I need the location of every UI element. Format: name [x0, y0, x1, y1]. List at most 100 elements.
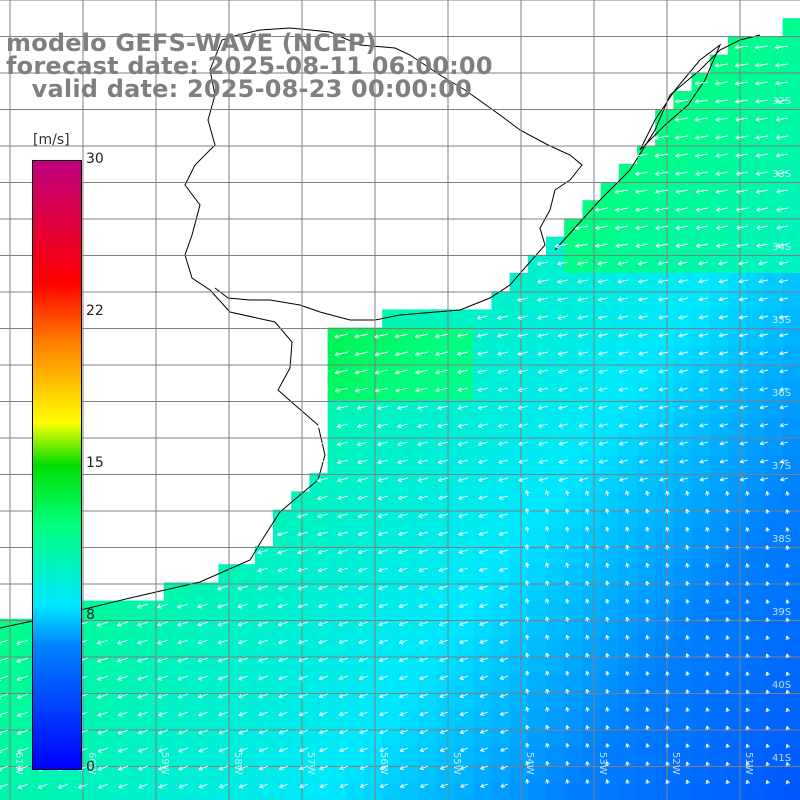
wind-speed-cell	[618, 728, 638, 747]
wind-speed-cell	[546, 291, 565, 310]
wind-speed-cell	[618, 200, 638, 219]
wind-arrow	[765, 707, 771, 713]
wind-speed-cell	[655, 637, 674, 656]
wind-arrow	[278, 747, 289, 753]
wind-speed-cell	[746, 728, 765, 747]
wind-speed-cell	[655, 436, 674, 456]
wind-arrow	[618, 369, 629, 374]
wind-arrow	[698, 351, 709, 356]
wind-speed-cell	[764, 91, 784, 110]
wind-speed-cell	[491, 582, 511, 602]
wind-arrow	[439, 693, 449, 698]
wind-arrow	[659, 459, 669, 464]
wind-speed-cell	[564, 691, 583, 711]
wind-arrow	[745, 689, 750, 695]
wind-arrow	[339, 765, 349, 771]
wind-speed-cell	[436, 309, 456, 329]
wind-arrow	[399, 693, 409, 699]
wind-speed-cell	[455, 455, 474, 474]
wind-speed-cell	[254, 728, 274, 747]
wind-speed-cell	[327, 782, 347, 800]
wind-arrow	[97, 711, 109, 717]
wind-speed-cell	[527, 491, 547, 511]
wind-arrow	[238, 747, 249, 753]
wind-arrow	[745, 653, 750, 659]
wind-arrow	[379, 747, 389, 753]
wind-arrow	[665, 635, 670, 641]
wind-speed-cell	[109, 618, 128, 638]
wind-arrow	[298, 729, 309, 735]
coastline-north	[554, 34, 761, 251]
wind-arrow	[318, 603, 329, 609]
wind-speed-cell	[473, 382, 492, 401]
wind-arrow	[557, 261, 569, 266]
wind-arrow	[715, 189, 729, 194]
wind-speed-cell	[582, 764, 602, 784]
wind-arrow	[457, 369, 469, 375]
wind-speed-cell	[746, 273, 765, 292]
wind-arrow	[459, 639, 469, 644]
wind-arrow	[334, 387, 349, 393]
wind-arrow	[137, 729, 149, 735]
wind-arrow	[178, 765, 189, 771]
wind-arrow	[479, 639, 489, 644]
wind-arrow	[257, 603, 269, 609]
wind-speed-cell	[0, 746, 19, 765]
wind-arrow	[718, 279, 729, 284]
wind-speed-cell	[473, 691, 492, 711]
wind-speed-cell	[637, 345, 656, 365]
wind-arrow	[725, 689, 730, 695]
wind-speed-cell	[327, 546, 347, 565]
wind-speed-cell	[527, 618, 547, 638]
wind-speed-cell	[455, 473, 474, 492]
wind-speed-cell	[673, 436, 693, 456]
wind-speed-cell	[473, 309, 492, 329]
wind-arrow	[698, 369, 709, 374]
wind-speed-cell	[200, 582, 219, 602]
wind-arrow	[625, 779, 630, 785]
wind-speed-cell	[600, 764, 620, 784]
wind-arrow	[457, 405, 469, 411]
wind-arrow	[698, 297, 709, 302]
wind-arrow	[738, 260, 749, 266]
wind-arrow	[565, 743, 570, 749]
wind-arrow	[497, 315, 509, 320]
wind-speed-cell	[782, 436, 800, 456]
wind-arrow	[699, 405, 709, 410]
wind-arrow	[399, 711, 409, 717]
wind-speed-cell	[418, 709, 438, 729]
wind-arrow	[258, 765, 269, 771]
wind-speed-cell	[764, 145, 784, 165]
wind-arrow	[705, 508, 710, 515]
wind-arrow	[657, 261, 669, 266]
wind-speed-cell	[582, 364, 602, 383]
wind-speed-cell	[382, 364, 401, 383]
wind-speed-cell	[400, 709, 420, 729]
wind-arrow	[458, 531, 469, 537]
wind-arrow	[779, 440, 789, 446]
wind-speed-cell	[691, 600, 711, 620]
wind-arrow	[725, 490, 730, 497]
wind-arrow	[499, 621, 509, 626]
wind-speed-cell	[546, 509, 565, 529]
wind-arrow	[237, 657, 249, 663]
wind-arrow	[317, 531, 329, 537]
wind-arrow	[625, 562, 630, 569]
wind-arrow	[497, 351, 509, 356]
wind-arrow	[198, 765, 209, 771]
wind-speed-cell	[691, 345, 711, 365]
wind-speed-cell	[473, 782, 492, 800]
wind-speed-cell	[691, 436, 711, 456]
wind-arrow	[765, 743, 771, 749]
wind-arrow	[477, 423, 489, 428]
wind-arrow	[525, 670, 530, 677]
wind-speed-cell	[637, 364, 656, 383]
wind-arrow	[625, 725, 630, 731]
wind-arrow	[217, 675, 229, 681]
wind-speed-cell	[455, 327, 474, 347]
wind-arrow	[665, 617, 670, 623]
wind-arrow	[758, 260, 769, 266]
wind-speed-cell	[746, 436, 765, 456]
wind-speed-cell	[364, 436, 383, 456]
